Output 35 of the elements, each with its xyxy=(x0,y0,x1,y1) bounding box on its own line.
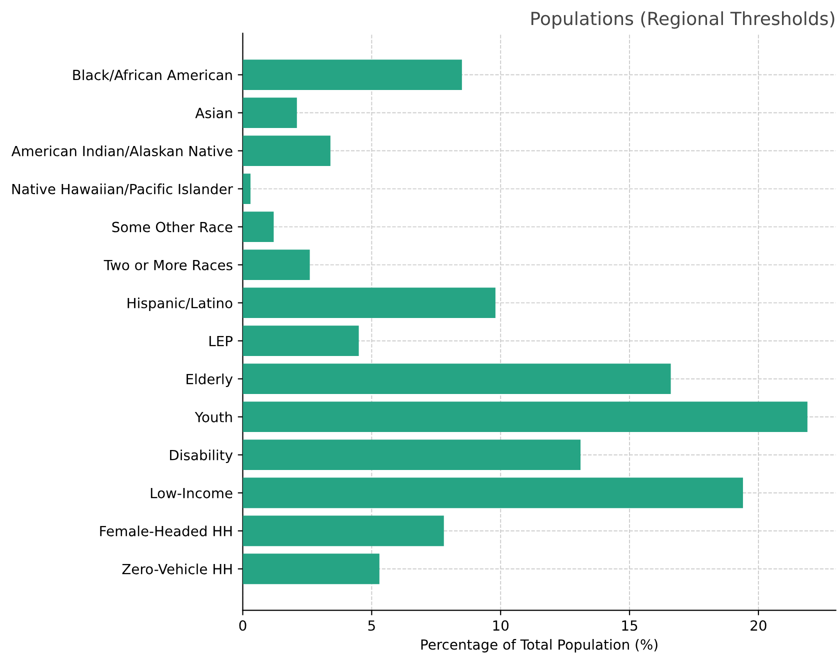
x-tick-label: 20 xyxy=(750,620,766,631)
x-tick-label: 15 xyxy=(622,620,638,631)
y-tick-label: Elderly xyxy=(186,374,233,388)
bar xyxy=(242,136,330,166)
y-tick-label: Low-Income xyxy=(150,488,232,498)
y-tick-label: Black/African American xyxy=(73,70,232,82)
y-tick-label: Two or More Races xyxy=(104,260,232,270)
bar xyxy=(242,250,310,280)
chart-title: Populations (Regional Thresholds) xyxy=(531,11,834,29)
bar xyxy=(242,212,274,242)
x-tick-label: 0 xyxy=(239,620,246,631)
bar xyxy=(242,174,250,204)
y-tick-label: American Indian/Alaskan Native xyxy=(11,146,232,158)
bar xyxy=(242,478,743,508)
bar xyxy=(242,60,462,90)
bar xyxy=(242,288,496,318)
y-tick-label: Disability xyxy=(170,450,233,464)
x-axis-title: Percentage of Total Population (%) xyxy=(421,639,658,652)
y-tick-label: Zero-Vehicle HH xyxy=(122,564,232,574)
bar xyxy=(242,440,581,470)
y-tick-label: LEP xyxy=(210,336,233,346)
bar xyxy=(242,364,671,394)
bar xyxy=(242,516,444,546)
x-tick-label: 10 xyxy=(493,620,509,631)
bar xyxy=(242,98,297,128)
bar xyxy=(242,554,380,584)
bar xyxy=(242,326,359,356)
y-tick-label: Asian xyxy=(195,108,232,118)
y-tick-label: Hispanic/Latino xyxy=(128,298,232,311)
bar xyxy=(242,402,808,432)
y-tick-label: Native Hawaiian/Pacific Islander xyxy=(12,184,234,196)
y-tick-label: Some Other Race xyxy=(112,222,232,232)
x-tick-label: 5 xyxy=(368,620,375,631)
y-tick-label: Youth xyxy=(194,412,232,422)
y-tick-label: Female-Headed HH xyxy=(100,526,232,536)
